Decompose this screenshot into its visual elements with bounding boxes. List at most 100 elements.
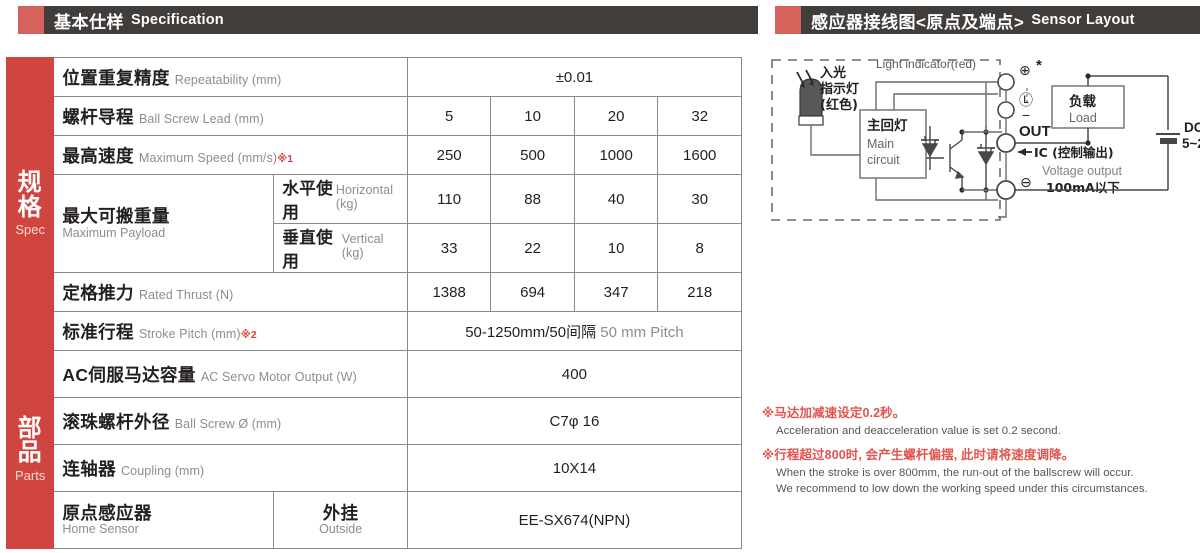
light-indicator-label: Light indicator(red) [876, 57, 976, 71]
label-en: Repeatability (mm) [174, 72, 282, 87]
table-row: 原点感应器 Home Sensor 外挂 Outside EE-SX674(NP… [7, 491, 743, 549]
label-cn: 位置重复精度 [62, 67, 170, 88]
main-circuit-box [859, 109, 927, 179]
sensor-header-bar: 感应器接线图<原点及端点> Sensor Layout [801, 6, 1200, 34]
value-cell: 20 [573, 96, 659, 136]
label-en: Rated Thrust (N) [138, 287, 234, 302]
value-cell: 5 [406, 96, 492, 136]
table-row: 最高速度 Maximum Speed (mm/s) ※1 250 500 100… [7, 135, 742, 175]
group-label-en: Spec [15, 222, 45, 238]
footnote-2: ※行程超过800时, 会产生螺杆偏摆, 此时请将速度调降。 When the s… [762, 446, 1200, 498]
value-cell: 8 [657, 223, 742, 273]
table-row: 垂直使用 Vertical (kg) 33 22 10 8 [7, 223, 742, 273]
sub-label-cn: 水平使用 [282, 180, 334, 222]
value-cell: 1388 [406, 272, 492, 312]
terminal-plus-star: * [1036, 57, 1042, 74]
value-servo-motor-output: 400 [406, 350, 743, 398]
spec-header-title-en: Specification [131, 12, 224, 28]
sensor-section-header: 感应器接线图<原点及端点> Sensor Layout [775, 6, 1200, 34]
ic-control-output-label: IC (控制输出) [1034, 145, 1114, 160]
sensor-header-swatch [775, 6, 801, 34]
footnote-1-cn: ※马达加减速设定0.2秒。 [762, 406, 906, 420]
voltage-output-label: Voltage output [1042, 164, 1122, 178]
label-cn: 定格推力 [62, 282, 134, 303]
label-en: Stroke Pitch (mm) [138, 326, 241, 341]
value-cell: 1600 [657, 135, 742, 175]
main-circuit-label-en-2: circuit [867, 153, 900, 167]
terminal-group: ⊕ * Ⓛ − OUT ⊖ [996, 57, 1051, 200]
label-cn: 滚珠螺杆外径 [62, 411, 170, 432]
spec-header-bar: 基本仕样 Specification [44, 6, 758, 34]
row-label-maximum-speed: 最高速度 Maximum Speed (mm/s) ※1 [53, 135, 408, 175]
value-coupling: 10X14 [406, 444, 743, 492]
value-cell: 250 [406, 135, 492, 175]
value-cell: 110 [406, 174, 492, 224]
sub-label-en: Horizontal (kg) [335, 183, 394, 211]
note-marker-1: ※1 [277, 152, 294, 165]
transistor-network [921, 126, 995, 190]
value-cell: 1000 [573, 135, 659, 175]
table-row: 螺杆导程 Ball Screw Lead (mm) 5 10 20 32 [7, 96, 742, 136]
footnotes: ※马达加减速设定0.2秒。 Acceleration and deacceler… [762, 404, 1200, 505]
note-marker-2: ※2 [240, 328, 257, 341]
footnote-1-en-line-1: Acceleration and deacceleration value is… [776, 424, 1061, 437]
terminal-out-circle [996, 133, 1016, 153]
label-en: Maximum Payload [62, 225, 166, 240]
terminal-l-circle [997, 101, 1015, 119]
label-en: Home Sensor [62, 522, 139, 537]
value-cell: 694 [490, 272, 575, 312]
value-home-sensor: EE-SX674(NPN) [406, 491, 743, 549]
row-label-stroke-pitch: 标准行程 Stroke Pitch (mm) ※2 [53, 311, 408, 351]
value-cell: 32 [657, 96, 742, 136]
label-en: Maximum Speed (mm/s) [138, 150, 278, 165]
table-row: 规格 Spec 位置重复精度 Repeatability (mm) ±0.01 [5, 57, 743, 351]
footnote-2-en-line-2: We recommend to low down the working spe… [776, 483, 1148, 496]
row-label-coupling: 连轴器 Coupling (mm) [53, 444, 408, 492]
label-cn: 螺杆导程 [62, 106, 134, 127]
row-label-maximum-payload: 最大可搬重量 Maximum Payload [53, 174, 275, 273]
sub-label-cn: 垂直使用 [282, 229, 334, 271]
label-en: AC Servo Motor Output (W) [200, 369, 357, 384]
label-cn: 原点感应器 [62, 502, 152, 523]
dc-label-1: DC [1184, 120, 1200, 135]
table-row: 连轴器 Coupling (mm) 10X14 [7, 444, 743, 492]
spec-header-title-cn: 基本仕样 [54, 12, 124, 32]
value-cell: 30 [657, 174, 742, 224]
footnote-1: ※马达加减速设定0.2秒。 Acceleration and deacceler… [762, 404, 1200, 439]
table-row: 滚珠螺杆外径 Ball Screw Ø (mm) C7φ 16 [7, 397, 743, 445]
specification-table: 规格 Spec 位置重复精度 Repeatability (mm) ±0.01 … [5, 57, 743, 549]
sub-label-cn: 外挂 [322, 502, 359, 523]
group-label-cn: 部品 [17, 414, 43, 467]
value-stroke-pitch-cn: 50-1250mm/50间隔 [465, 323, 597, 341]
value-repeatability: ±0.01 [406, 57, 743, 97]
table-row: 标准行程 Stroke Pitch (mm) ※2 50-1250mm/50间隔… [7, 311, 743, 351]
main-circuit-label-cn: 主回灯 [867, 117, 908, 134]
spec-header-swatch [18, 6, 44, 34]
spec-section-header: 基本仕样 Specification [18, 6, 758, 34]
value-cell: 347 [573, 272, 659, 312]
sensor-header-title-cn: 感应器接线图<原点及端点> [811, 12, 1025, 32]
terminal-out-label: OUT [1019, 123, 1051, 140]
row-label-repeatability: 位置重复精度 Repeatability (mm) [53, 57, 408, 97]
label-cn: 最高速度 [62, 145, 134, 166]
footnote-2-cn: ※行程超过800时, 会产生螺杆偏摆, 此时请将速度调降。 [762, 448, 1075, 463]
group-cell-spec: 规格 Spec [5, 57, 55, 351]
load-label-cn: 负载 [1069, 93, 1097, 110]
group-label-cn: 规格 [17, 169, 43, 221]
label-cn: AC伺服马达容量 [62, 364, 196, 385]
value-cell: 218 [657, 272, 742, 312]
table-row: 最大可搬重量 Maximum Payload 水平使用 Horizontal (… [7, 174, 742, 273]
sub-label-outside: 外挂 Outside [273, 491, 408, 549]
main-circuit-label-en-1: Main [867, 137, 894, 151]
junction-dot [1085, 73, 1091, 79]
value-stroke-pitch: 50-1250mm/50间隔 50 mm Pitch [406, 311, 743, 351]
value-cell: 88 [490, 174, 575, 224]
photodiode-icon [796, 69, 824, 126]
label-en: Coupling (mm) [121, 463, 205, 478]
label-cn: 标准行程 [62, 321, 134, 342]
current-limit-label: 100mA以下 [1046, 180, 1120, 195]
sub-label-horizontal: 水平使用 Horizontal (kg) [273, 174, 408, 224]
row-label-rated-thrust: 定格推力 Rated Thrust (N) [53, 272, 408, 312]
table-row: 定格推力 Rated Thrust (N) 1388 694 347 218 [7, 272, 742, 312]
table-row: 部品 Parts AC伺服马达容量 AC Servo Motor Output … [5, 350, 743, 549]
